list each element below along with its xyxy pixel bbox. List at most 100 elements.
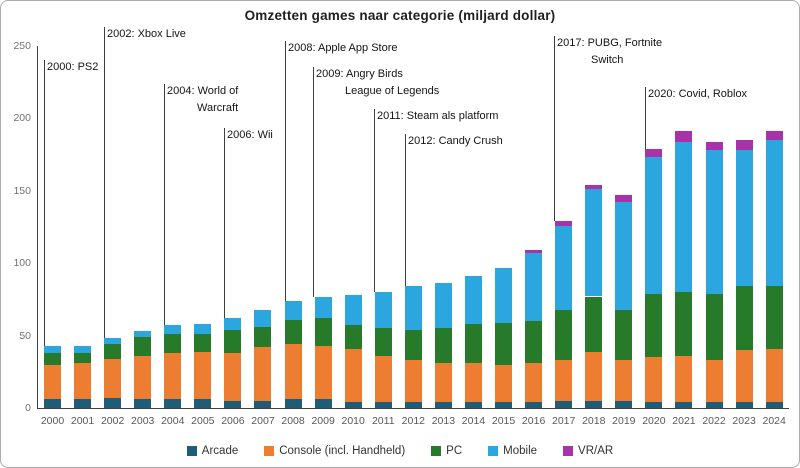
bar-segment-2020-console-incl-handheld xyxy=(645,357,663,403)
x-tick-label: 2000 xyxy=(40,415,65,427)
bar-segment-2014-mobile xyxy=(464,276,482,324)
bar-segment-2006-console-incl-handheld xyxy=(224,352,242,401)
bar-segment-2007-arcade xyxy=(254,400,272,408)
annotation-text-2017: 2017: PUBG, Fortnite xyxy=(557,37,663,49)
bar-segment-2018-arcade xyxy=(585,400,603,408)
x-tick-label: 2003 xyxy=(131,415,155,427)
bar-segment-2016-pc xyxy=(525,321,543,364)
legend-item-arcade: Arcade xyxy=(186,445,239,457)
bar-segment-2006-mobile xyxy=(224,318,242,330)
bar-segment-2000-mobile xyxy=(44,345,61,353)
bar-segment-2009-pc xyxy=(314,318,332,346)
bar-segment-2016-arcade xyxy=(525,402,543,408)
bar-segment-2004-mobile xyxy=(164,325,182,335)
bar-segment-2014-console-incl-handheld xyxy=(464,363,482,403)
bar-segment-2004-pc xyxy=(164,334,182,353)
bar-segment-2021-mobile xyxy=(675,141,693,293)
bar-segment-2023-vr-ar xyxy=(735,140,753,151)
legend-label: Mobile xyxy=(503,445,538,457)
bar-segment-2009-mobile xyxy=(314,296,332,319)
bar-segment-2015-pc xyxy=(495,322,513,365)
bar-segment-2013-pc xyxy=(434,328,452,364)
bar-segment-2011-mobile xyxy=(374,292,392,329)
y-axis-line xyxy=(37,46,38,408)
legend: Arcade Console (incl. Handheld) PC Mobile VR… xyxy=(1,445,799,457)
bar-segment-2017-console-incl-handheld xyxy=(555,360,573,401)
bar-segment-2016-mobile xyxy=(525,253,543,322)
x-axis-line xyxy=(37,408,789,409)
bar-segment-2024-mobile xyxy=(765,140,783,287)
bar-segment-2021-arcade xyxy=(675,402,693,408)
bar-segment-2017-mobile xyxy=(555,225,573,310)
x-tick-label: 2014 xyxy=(461,415,486,427)
x-tick-label: 2005 xyxy=(191,415,215,427)
bar-segment-2023-arcade xyxy=(735,402,753,408)
legend-label: Arcade xyxy=(201,445,239,457)
legend-swatch-icon xyxy=(488,446,499,456)
bar-segment-2020-pc xyxy=(645,293,663,358)
bar-segment-2019-console-incl-handheld xyxy=(615,360,633,401)
bar-segment-2018-vr-ar xyxy=(585,185,603,190)
x-tick-label: 2018 xyxy=(582,415,606,427)
annotation-text-2004: Warcraft xyxy=(197,102,239,114)
x-tick-label: 2011 xyxy=(371,415,395,427)
bar-segment-2020-mobile xyxy=(645,157,663,294)
x-tick-label: 2008 xyxy=(281,415,305,427)
bar-segment-2013-mobile xyxy=(434,283,452,329)
bar-segment-2017-pc xyxy=(555,309,573,361)
bar-segment-2017-vr-ar xyxy=(555,221,573,226)
annotation-text-2011: 2011: Steam als platform xyxy=(377,110,499,122)
bar-segment-2010-mobile xyxy=(344,295,362,326)
bar-segment-2022-pc xyxy=(705,293,723,361)
annotation-line-2012 xyxy=(405,134,406,287)
bar-segment-2001-arcade xyxy=(74,399,92,408)
bar-segment-2002-console-incl-handheld xyxy=(104,358,122,398)
bar-segment-2015-console-incl-handheld xyxy=(495,364,513,403)
bar-segment-2000-arcade xyxy=(44,399,61,408)
bar-segment-2003-mobile xyxy=(134,331,152,338)
legend-label: VR/AR xyxy=(578,445,614,457)
bar-segment-2024-vr-ar xyxy=(765,131,783,141)
x-tick-label: 2020 xyxy=(642,415,666,427)
bar-segment-2012-arcade xyxy=(404,402,422,408)
bar-segment-2019-vr-ar xyxy=(615,195,633,203)
legend-label: Console (incl. Handheld) xyxy=(279,445,406,457)
bar-segment-2012-console-incl-handheld xyxy=(404,360,422,403)
x-tick-label: 2015 xyxy=(491,415,516,427)
bar-segment-2001-console-incl-handheld xyxy=(74,363,92,400)
bar-segment-2013-arcade xyxy=(434,402,452,408)
bar-segment-2011-pc xyxy=(374,328,392,356)
chart-title: Omzetten games naar categorie (miljard d… xyxy=(244,8,556,23)
bar-segment-2023-pc xyxy=(735,286,753,351)
y-tick-label: 250 xyxy=(13,40,31,52)
annotation-text-2008: 2008: Apple App Store xyxy=(288,42,398,54)
bar-segment-2006-pc xyxy=(224,329,242,353)
bar-segment-2007-pc xyxy=(254,326,272,348)
bar-segment-2003-console-incl-handheld xyxy=(134,355,152,400)
bar-segment-2024-arcade xyxy=(765,402,783,408)
bar-segment-2020-arcade xyxy=(645,402,663,408)
bar-segment-2019-arcade xyxy=(615,400,633,408)
annotation-line-2017 xyxy=(554,36,555,222)
annotation-text-2002: 2002: Xbox Live xyxy=(107,28,186,40)
bar-segment-2023-console-incl-handheld xyxy=(735,350,753,403)
bar-segment-2002-pc xyxy=(104,344,122,359)
annotation-line-2004 xyxy=(164,84,165,326)
bar-segment-2014-pc xyxy=(464,324,482,364)
bar-segment-2002-arcade xyxy=(104,397,122,408)
legend-swatch-icon xyxy=(264,446,275,456)
bar-segment-2012-mobile xyxy=(404,286,422,330)
bar-segment-2008-console-incl-handheld xyxy=(284,344,302,400)
bar-segment-2009-console-incl-handheld xyxy=(314,345,332,400)
bar-segment-2016-console-incl-handheld xyxy=(525,363,543,403)
bar-segment-2004-console-incl-handheld xyxy=(164,352,182,400)
bar-segment-2021-pc xyxy=(675,292,693,356)
bar-segment-2003-pc xyxy=(134,337,152,356)
bar-segment-2024-pc xyxy=(765,286,783,349)
bar-segment-2016-vr-ar xyxy=(525,250,543,254)
bar-segment-2024-console-incl-handheld xyxy=(765,348,783,403)
annotation-text-2000: 2000: PS2 xyxy=(47,61,99,73)
bar-segment-2004-arcade xyxy=(164,399,182,408)
x-tick-label: 2006 xyxy=(221,415,245,427)
